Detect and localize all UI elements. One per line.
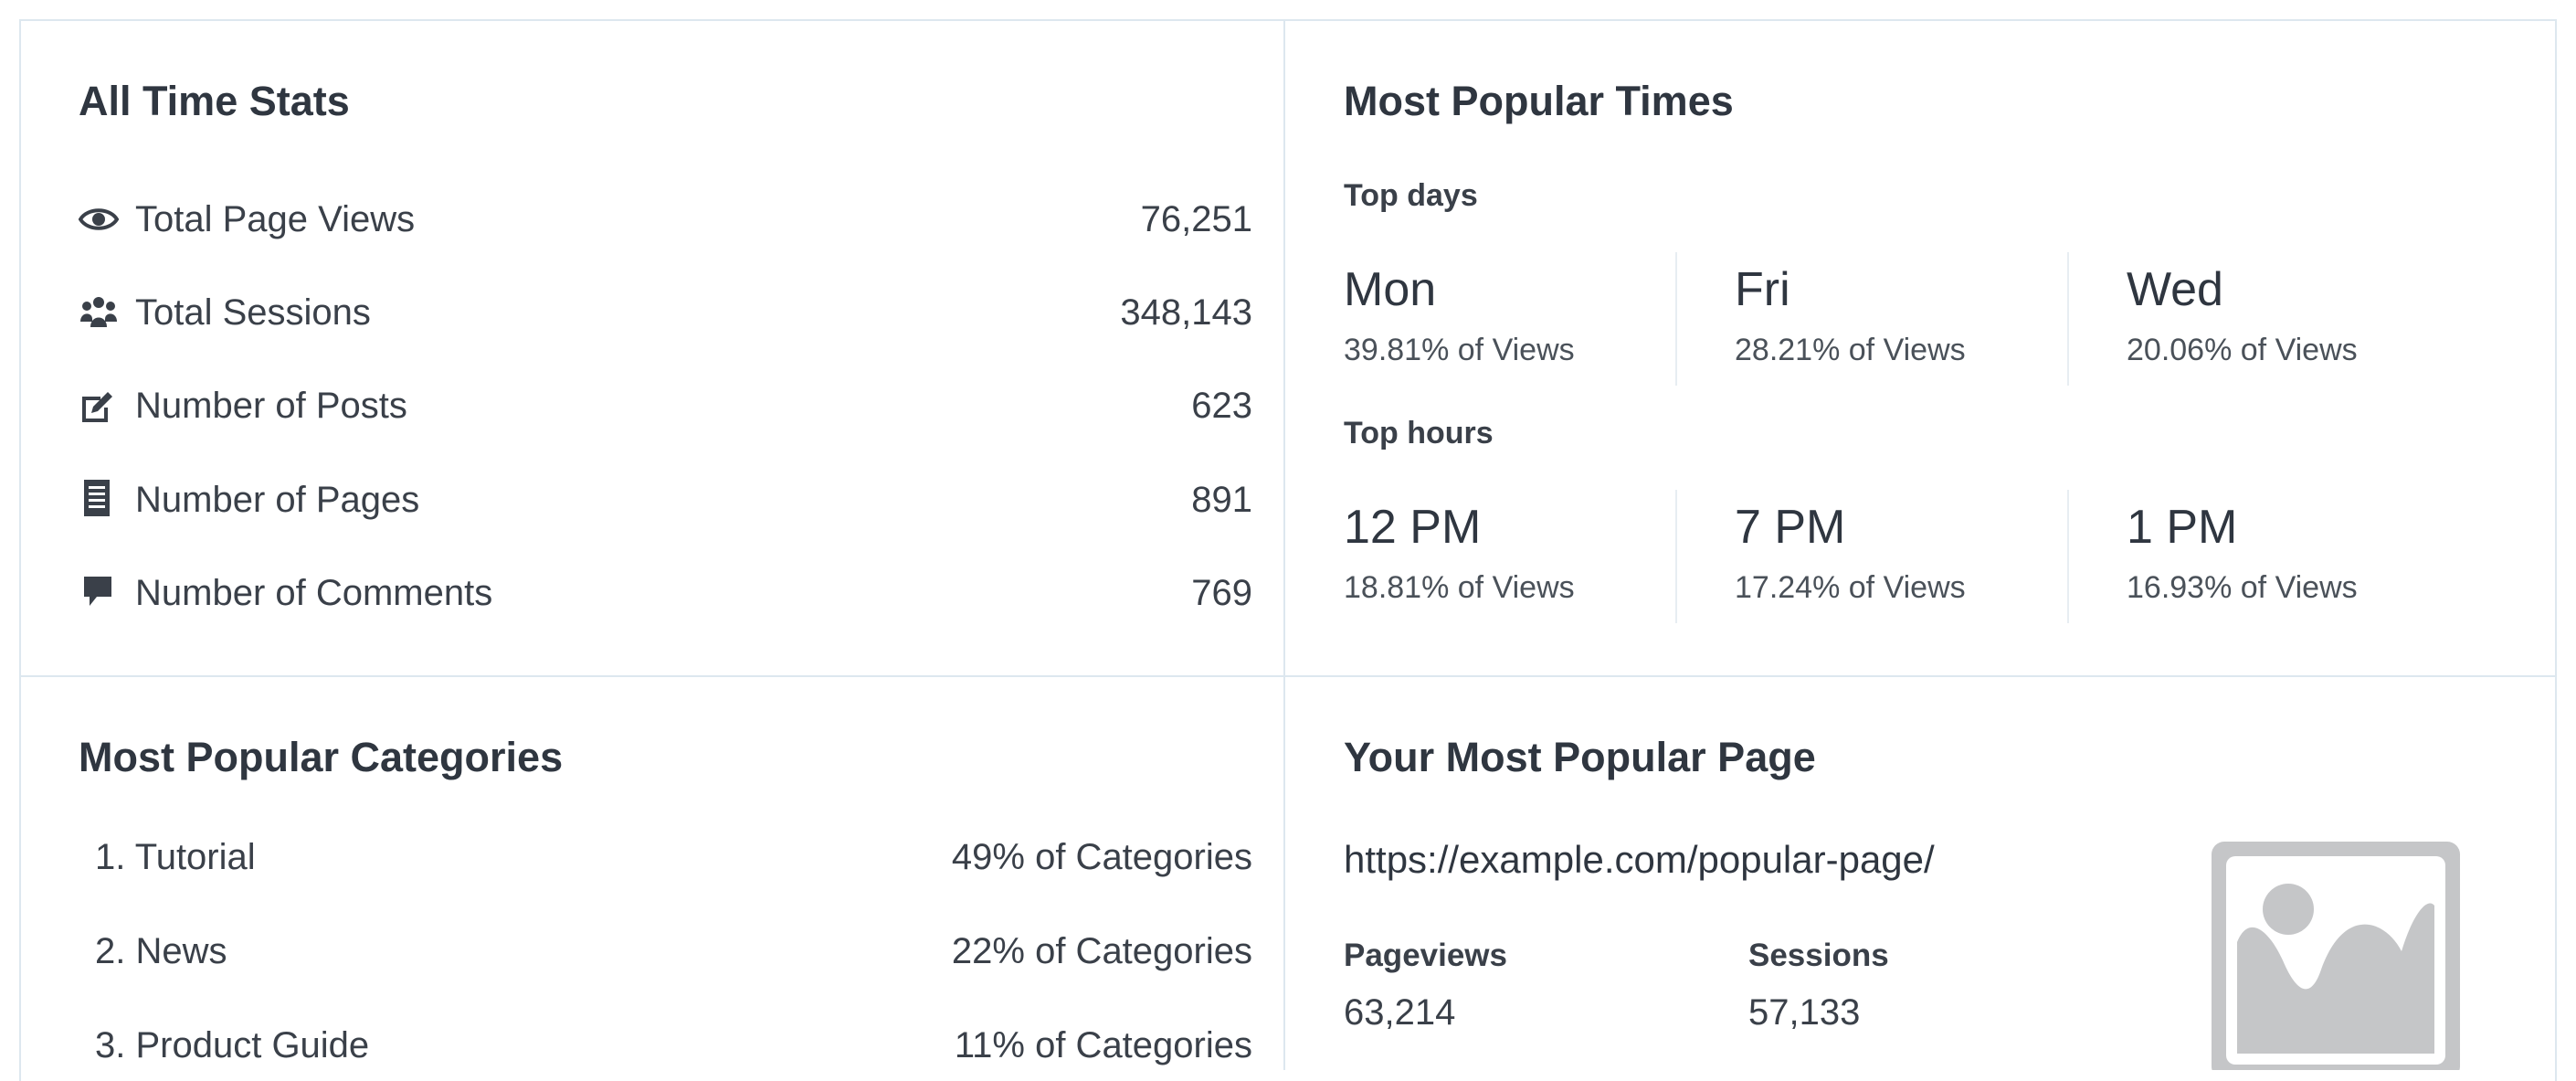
day-share: 20.06% of Views xyxy=(2127,333,2358,367)
image-placeholder-icon xyxy=(2212,842,2460,1079)
popular-times-title: Most Popular Times xyxy=(1344,78,1734,124)
top-day-2: Fri 28.21% of Views xyxy=(1735,262,2126,396)
stats-grid-frame xyxy=(19,19,2557,1081)
page-icon xyxy=(79,480,119,516)
hour-name: 12 PM xyxy=(1344,501,1482,554)
stat-label: Number of Pages xyxy=(135,480,420,520)
top-day-3: Wed 20.06% of Views xyxy=(2127,262,2518,396)
eye-icon xyxy=(79,203,119,236)
day-name: Fri xyxy=(1735,263,1790,316)
cell-divider xyxy=(2067,490,2069,623)
stat-row-page-views: Total Page Views 76,251 xyxy=(79,192,1252,247)
stat-label: Number of Posts xyxy=(135,386,407,426)
top-hour-2: 7 PM 17.24% of Views xyxy=(1735,500,2126,633)
stat-row-posts: Number of Posts 623 xyxy=(79,378,1252,433)
pageviews-value: 63,214 xyxy=(1344,992,1456,1033)
hour-share: 17.24% of Views xyxy=(1735,570,1966,605)
stat-label: Number of Comments xyxy=(135,573,493,613)
stat-value: 76,251 xyxy=(1140,199,1252,239)
day-name: Mon xyxy=(1344,263,1437,316)
all-time-stats-title: All Time Stats xyxy=(79,78,350,124)
top-hour-3: 1 PM 16.93% of Views xyxy=(2127,500,2518,633)
column-divider xyxy=(1283,21,1285,1070)
popular-page-url[interactable]: https://example.com/popular-page/ xyxy=(1344,838,1935,881)
users-icon xyxy=(79,296,119,329)
popular-categories-title: Most Popular Categories xyxy=(79,734,564,780)
popular-page-title: Your Most Popular Page xyxy=(1344,734,1816,780)
day-share: 28.21% of Views xyxy=(1735,333,1966,367)
stat-label: Total Page Views xyxy=(135,199,416,239)
cell-divider xyxy=(1675,252,1677,386)
top-days-label: Top days xyxy=(1344,178,1478,213)
top-hours-label: Top hours xyxy=(1344,416,1494,450)
category-name: 2. News xyxy=(95,931,227,971)
cell-divider xyxy=(2067,252,2069,386)
hour-share: 18.81% of Views xyxy=(1344,570,1575,605)
category-share: 49% of Categories xyxy=(951,837,1252,877)
stat-row-sessions: Total Sessions 348,143 xyxy=(79,285,1252,340)
edit-post-icon xyxy=(79,389,119,422)
sessions-value: 57,133 xyxy=(1748,992,1861,1033)
category-name: 1. Tutorial xyxy=(95,837,256,877)
stat-value: 348,143 xyxy=(1120,292,1252,333)
category-item: 2. News 22% of Categories xyxy=(95,924,1252,979)
stat-row-comments: Number of Comments 769 xyxy=(79,566,1252,620)
hour-name: 1 PM xyxy=(2127,501,2238,554)
hour-share: 16.93% of Views xyxy=(2127,570,2358,605)
row-divider xyxy=(19,675,2555,677)
category-item: 1. Tutorial 49% of Categories xyxy=(95,830,1252,885)
stat-label: Total Sessions xyxy=(135,292,371,333)
top-day-1: Mon 39.81% of Views xyxy=(1344,262,1735,396)
pageviews-label: Pageviews xyxy=(1344,938,1507,973)
stat-value: 891 xyxy=(1191,480,1252,520)
comment-icon xyxy=(79,577,119,609)
stat-value: 623 xyxy=(1191,386,1252,426)
cell-divider xyxy=(1675,490,1677,623)
sessions-label: Sessions xyxy=(1748,938,1889,973)
category-name: 3. Product Guide xyxy=(95,1025,370,1065)
top-hour-1: 12 PM 18.81% of Views xyxy=(1344,500,1735,633)
category-share: 22% of Categories xyxy=(951,931,1252,971)
day-name: Wed xyxy=(2127,263,2223,316)
stat-row-pages: Number of Pages 891 xyxy=(79,472,1252,527)
day-share: 39.81% of Views xyxy=(1344,333,1575,367)
category-item: 3. Product Guide 11% of Categories xyxy=(95,1018,1252,1073)
stat-value: 769 xyxy=(1191,573,1252,613)
category-share: 11% of Categories xyxy=(954,1025,1252,1065)
hour-name: 7 PM xyxy=(1735,501,1846,554)
